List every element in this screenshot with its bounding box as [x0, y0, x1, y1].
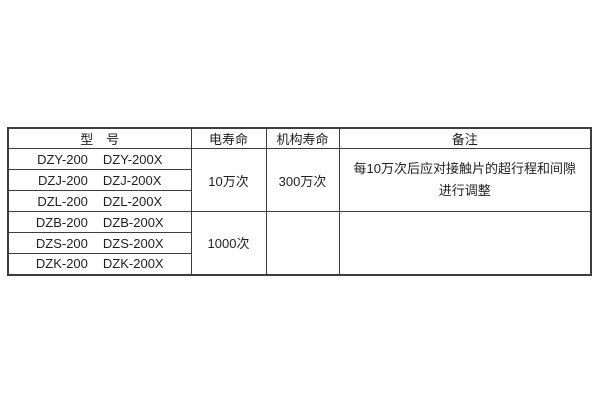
header-remarks: 备注 — [338, 127, 592, 149]
model-cell: DZB-200 DZB-200X — [7, 211, 192, 233]
table-row: DZY-200 DZY-200X 10万次 300万次 每10万次后应对接触片的… — [7, 148, 592, 212]
model-cell: DZK-200 DZK-200X — [7, 253, 192, 275]
remark-line-1: 每10万次后应对接触片的超行程和间隙 — [353, 161, 576, 176]
model-left: DZB-200 — [35, 214, 88, 230]
model-right: DZL-200X — [102, 193, 163, 209]
electrical-life-group1-cell: 10万次 — [190, 148, 267, 212]
header-model: 型 号 — [7, 127, 192, 149]
remarks-group2-cell — [338, 211, 592, 275]
model-left: DZY-200 — [37, 151, 88, 167]
model-cell: DZJ-200 DZJ-200X — [7, 169, 192, 191]
model-right: DZK-200X — [102, 256, 164, 272]
model-cell: DZL-200 DZL-200X — [7, 190, 192, 212]
header-mechanical-life: 机构寿命 — [265, 127, 340, 149]
table-row: DZK-200 DZK-200X — [7, 253, 591, 275]
model-cell: DZS-200 DZS-200X — [7, 232, 192, 254]
table-row: DZL-200 DZL-200X — [7, 190, 591, 212]
table-row: DZB-200 DZB-200X 1000次 — [7, 211, 592, 275]
remarks-group1-cell: 每10万次后应对接触片的超行程和间隙 进行调整 — [338, 148, 592, 212]
model-right: DZY-200X — [102, 151, 163, 167]
model-cell: DZY-200 DZY-200X — [7, 148, 192, 170]
model-left: DZK-200 — [35, 256, 88, 272]
mechanical-life-group1-cell: 300万次 — [265, 148, 340, 212]
model-left: DZS-200 — [35, 235, 88, 251]
electrical-life-group2-cell: 1000次 — [190, 211, 267, 275]
model-left: DZJ-200 — [38, 172, 88, 188]
model-right: DZS-200X — [102, 235, 164, 251]
table-row: DZJ-200 DZJ-200X — [7, 169, 591, 191]
mechanical-life-group2-cell — [265, 211, 340, 275]
spec-table: 型 号 电寿命 机构寿命 备注 DZY-200 DZY-200X 10万次 30… — [7, 127, 592, 276]
model-right: DZB-200X — [102, 214, 164, 230]
header-electrical-life: 电寿命 — [190, 127, 267, 149]
model-right: DZJ-200X — [102, 172, 162, 188]
remark-line-2: 进行调整 — [438, 183, 491, 198]
model-left: DZL-200 — [37, 193, 88, 209]
